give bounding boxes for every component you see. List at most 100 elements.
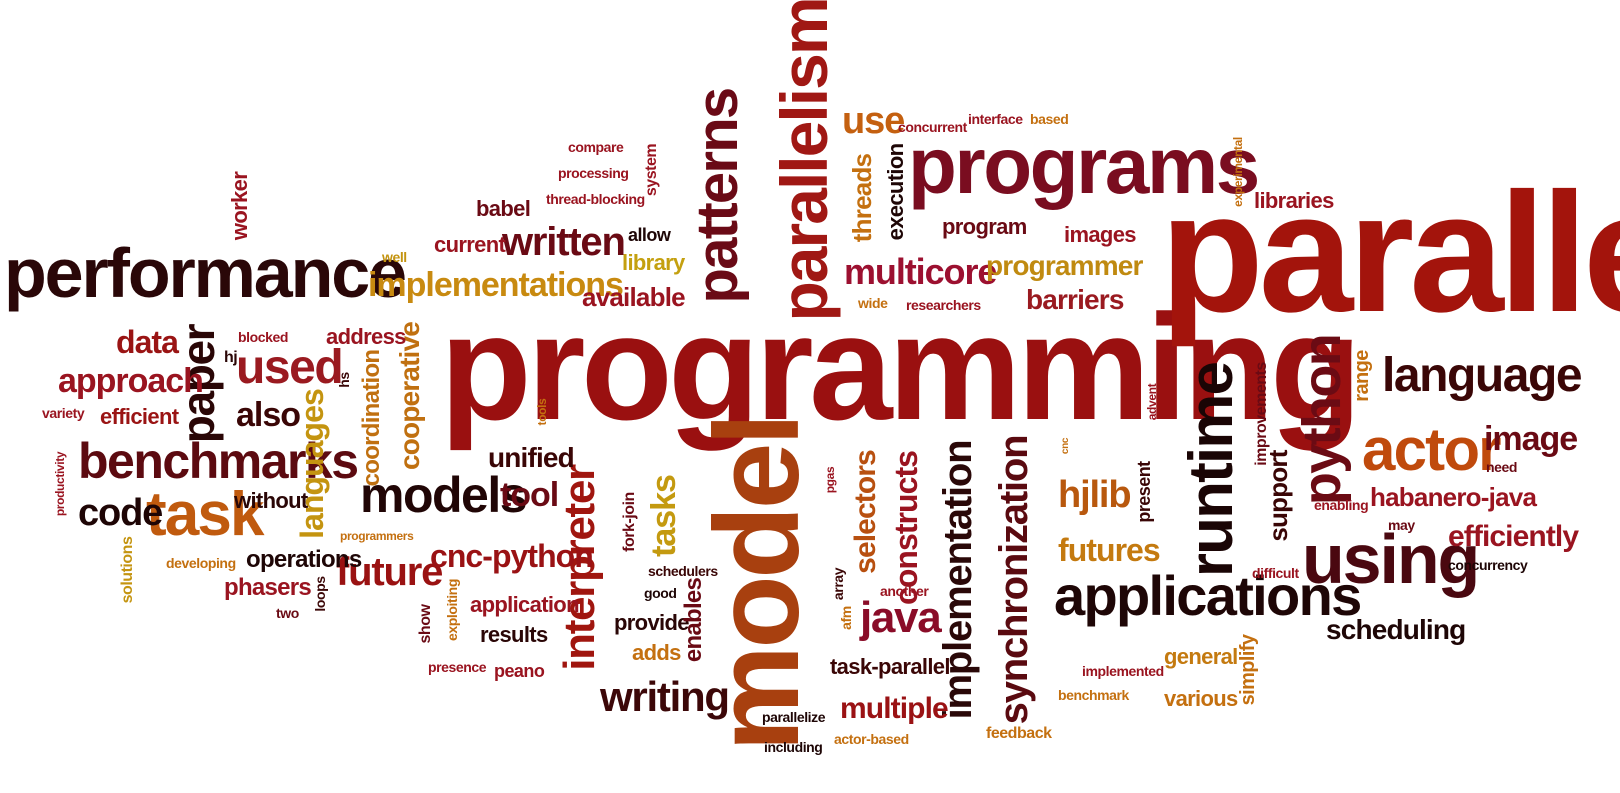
word-concurrent: concurrent — [898, 119, 967, 135]
word-task: task — [146, 480, 265, 549]
word-interface: interface — [968, 111, 1023, 127]
word-feedback: feedback — [986, 725, 1052, 742]
word-phasers: phasers — [224, 574, 312, 601]
word-schedulers: schedulers — [648, 563, 718, 579]
word-another: another — [880, 583, 929, 599]
word-afm: afm — [838, 606, 854, 630]
word-enables: enables — [680, 577, 707, 663]
word-code: code — [78, 492, 163, 534]
word-researchers: researchers — [906, 297, 981, 313]
word-pgas: pgas — [823, 466, 837, 494]
word-models: models — [360, 467, 528, 523]
word-selectors: selectors — [849, 450, 882, 574]
word-use: use — [842, 100, 905, 142]
word-well: well — [382, 249, 407, 265]
word-execution: execution — [883, 143, 908, 241]
word-using: using — [1302, 520, 1480, 598]
word-results: results — [480, 622, 548, 647]
word-actor-based: actor-based — [834, 731, 909, 747]
word-libraries: libraries — [1254, 188, 1334, 213]
word-babel: babel — [476, 196, 531, 221]
word-presence: presence — [428, 659, 487, 675]
word-benchmark: benchmark — [1058, 687, 1129, 703]
word-patterns: patterns — [685, 88, 750, 304]
word-used: used — [236, 341, 344, 394]
word-coordination: coordination — [358, 349, 385, 487]
word-operations: operations — [246, 546, 362, 573]
word-improvements: improvements — [1253, 362, 1270, 466]
word-productivity: productivity — [53, 451, 67, 517]
word-provide: provide — [614, 610, 690, 635]
word-tool: tool — [500, 476, 559, 514]
word-available: available — [582, 282, 686, 312]
word-without: without — [234, 488, 308, 513]
word-efficient: efficient — [100, 404, 179, 429]
word-futures: futures — [1058, 532, 1161, 568]
word-address: address — [326, 324, 406, 349]
word-current: current — [434, 232, 506, 257]
word-enabling: enabling — [1314, 497, 1369, 513]
word-worker: worker — [227, 171, 252, 241]
word-present: present — [1134, 461, 1154, 523]
word-implemented: implemented — [1082, 663, 1164, 679]
word-habanero-java: habanero-java — [1370, 482, 1537, 512]
word-peano: peano — [494, 661, 545, 681]
word-based: based — [1030, 111, 1069, 127]
word-approach: approach — [58, 362, 204, 400]
word-language: language — [1382, 349, 1583, 402]
word-tools: tools — [535, 398, 549, 426]
word-implementations: implementations — [368, 266, 624, 304]
word-benchmarks: benchmarks — [78, 433, 359, 489]
word-need: need — [1486, 459, 1517, 475]
word-two: two — [276, 605, 299, 621]
word-show: show — [417, 604, 434, 644]
word-runtime: runtime — [1177, 362, 1246, 578]
word-images: images — [1064, 222, 1137, 247]
word-application: application — [470, 592, 580, 617]
word-program: program — [942, 214, 1027, 239]
word-concurrency: concurrency — [1448, 557, 1528, 573]
word-performance: performance — [4, 234, 407, 312]
word-various: various — [1164, 686, 1238, 711]
word-languages: languages — [294, 389, 330, 539]
word-tasks: tasks — [645, 475, 683, 557]
word-cnc: cnc — [1060, 437, 1071, 455]
word-developing: developing — [166, 555, 236, 571]
word-image: image — [1484, 420, 1578, 458]
word-exploiting: exploiting — [444, 579, 460, 641]
word-processing: processing — [558, 165, 629, 181]
word-hj: hj — [224, 349, 238, 366]
word-written: written — [502, 220, 626, 264]
word-efficiently: efficiently — [1448, 520, 1579, 553]
word-applications: applications — [1054, 564, 1362, 627]
word-system: system — [643, 143, 660, 197]
word-future: future — [336, 550, 443, 594]
word-array: array — [830, 567, 846, 601]
word-hjlib: hjlib — [1058, 474, 1132, 516]
word-compare: compare — [568, 139, 624, 155]
word-including: including — [764, 739, 823, 755]
word-java: java — [860, 593, 942, 642]
word-writing: writing — [600, 673, 730, 720]
word-constructs: constructs — [888, 451, 924, 605]
word-loops: loops — [312, 576, 328, 612]
word-hs: hs — [336, 372, 352, 388]
word-parallelism: parallelism — [767, 0, 841, 322]
word-programs: programs — [908, 121, 1260, 210]
word-programming: programming — [440, 283, 1362, 451]
word-cnc-python: cnc-python — [430, 538, 594, 574]
word-range: range — [1351, 350, 1373, 402]
word-simplify: simplify — [1237, 634, 1259, 706]
word-python: python — [1292, 334, 1352, 506]
word-programmer: programmer — [986, 250, 1143, 281]
word-scheduling: scheduling — [1326, 614, 1466, 645]
word-general: general — [1164, 644, 1238, 669]
word-allow: allow — [628, 225, 671, 245]
word-actor: actor — [1362, 416, 1502, 483]
word-solutions: solutions — [119, 536, 136, 604]
word-may: may — [1388, 517, 1415, 533]
word-parallelize: parallelize — [762, 709, 826, 725]
word-advent: advent — [1145, 383, 1159, 421]
word-synchronization: synchronization — [992, 435, 1036, 725]
